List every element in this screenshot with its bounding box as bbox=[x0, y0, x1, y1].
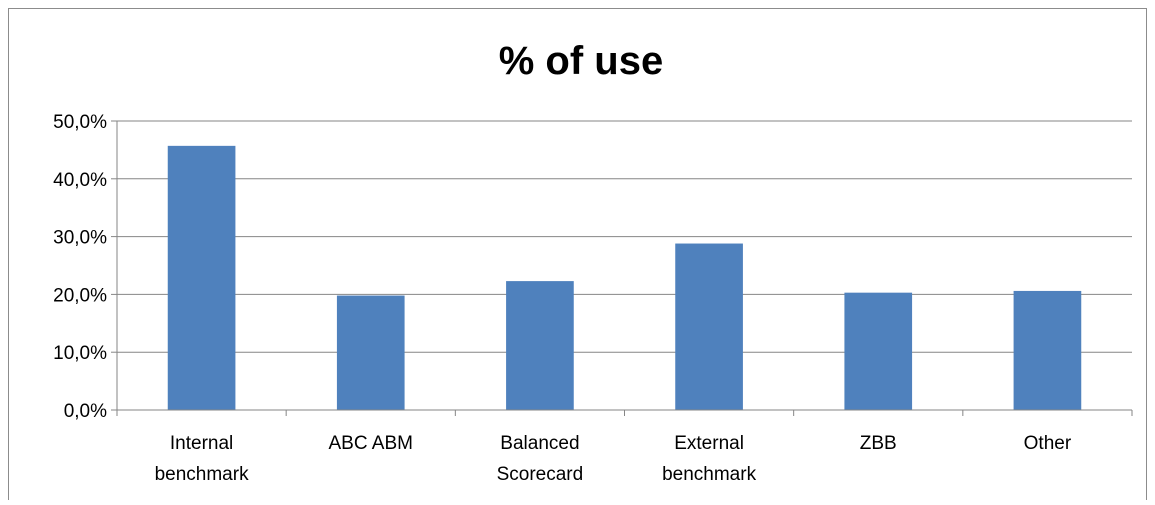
x-tick-label: Scorecard bbox=[497, 464, 584, 485]
x-tick-label: ZBB bbox=[860, 433, 897, 454]
chart-title: % of use bbox=[499, 39, 663, 83]
y-tick-label: 20,0% bbox=[53, 285, 107, 306]
y-tick-label: 30,0% bbox=[53, 228, 107, 249]
axis-labels: 0,0% 10,0% 20,0% 30,0% 40,0% 50,0% Internal ben… bbox=[53, 112, 1072, 485]
bar bbox=[506, 281, 574, 410]
x-tick-label: benchmark bbox=[662, 464, 756, 485]
y-tick-label: 40,0% bbox=[53, 170, 107, 191]
x-tick-label: ABC ABM bbox=[329, 433, 413, 454]
bar bbox=[336, 295, 405, 410]
axes bbox=[111, 120, 1133, 416]
x-tick-label: benchmark bbox=[155, 464, 249, 485]
bar bbox=[167, 145, 236, 410]
gridlines bbox=[117, 120, 1132, 353]
y-tick-label: 0,0% bbox=[64, 401, 107, 422]
bar bbox=[675, 243, 743, 410]
x-tick-label: Other bbox=[1024, 433, 1072, 454]
x-tick-label: External bbox=[674, 433, 744, 454]
y-tick-label: 50,0% bbox=[53, 112, 107, 133]
bar bbox=[1013, 290, 1082, 410]
bars bbox=[167, 145, 1082, 410]
x-tick-label: Internal bbox=[170, 433, 233, 454]
y-tick-label: 10,0% bbox=[53, 343, 107, 364]
x-tick-label: Balanced bbox=[500, 433, 579, 454]
bar bbox=[844, 292, 913, 410]
